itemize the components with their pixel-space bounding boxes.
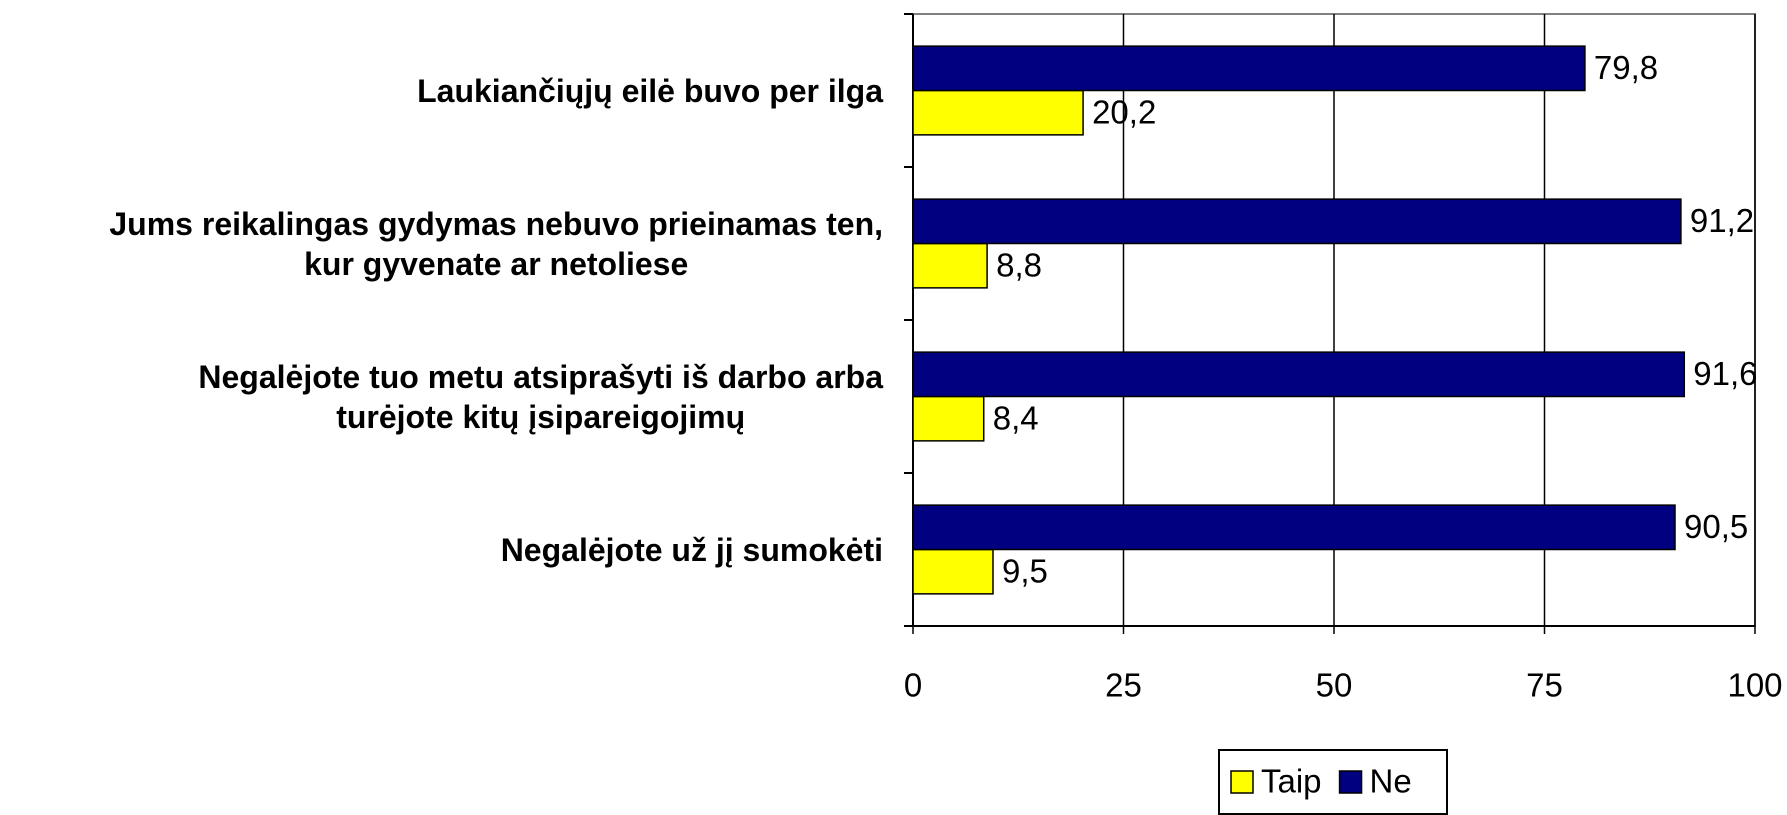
x-tick-label: 100: [1727, 667, 1782, 704]
x-tick-label: 50: [1316, 667, 1353, 704]
x-tick-label: 75: [1526, 667, 1563, 704]
value-label: 8,8: [996, 246, 1042, 283]
legend-box: [1218, 749, 1448, 815]
value-label: 8,4: [993, 399, 1039, 436]
bar: [912, 242, 988, 289]
legend-label: Ne: [1370, 763, 1412, 800]
bar: [912, 89, 1084, 136]
category-label: Jums reikalingas gydymas nebuvo prieinam…: [109, 205, 883, 282]
bar: [912, 395, 985, 442]
bar: [912, 198, 1682, 245]
value-label: 9,5: [1002, 552, 1048, 589]
bar: [912, 504, 1676, 551]
legend-swatch: [1338, 770, 1363, 794]
category-label: Negalėjote tuo metu atsiprašyti iš darbo…: [198, 358, 883, 435]
legend-swatch: [1230, 770, 1254, 794]
bar: [912, 548, 994, 595]
value-label: 90,5: [1684, 508, 1748, 545]
bar: [912, 351, 1686, 398]
value-label: 20,2: [1092, 93, 1156, 130]
category-label: Laukiančiųjų eilė buvo per ilga: [417, 72, 883, 109]
bar: [912, 45, 1586, 92]
category-label: Negalėjote už jį sumokėti: [500, 531, 883, 568]
x-tick-label: 0: [904, 667, 922, 704]
value-label: 91,2: [1690, 202, 1754, 239]
value-label: 79,8: [1594, 49, 1658, 86]
legend-label: Taip: [1261, 763, 1322, 800]
x-tick-label: 25: [1105, 667, 1142, 704]
value-label: 91,6: [1693, 355, 1757, 392]
